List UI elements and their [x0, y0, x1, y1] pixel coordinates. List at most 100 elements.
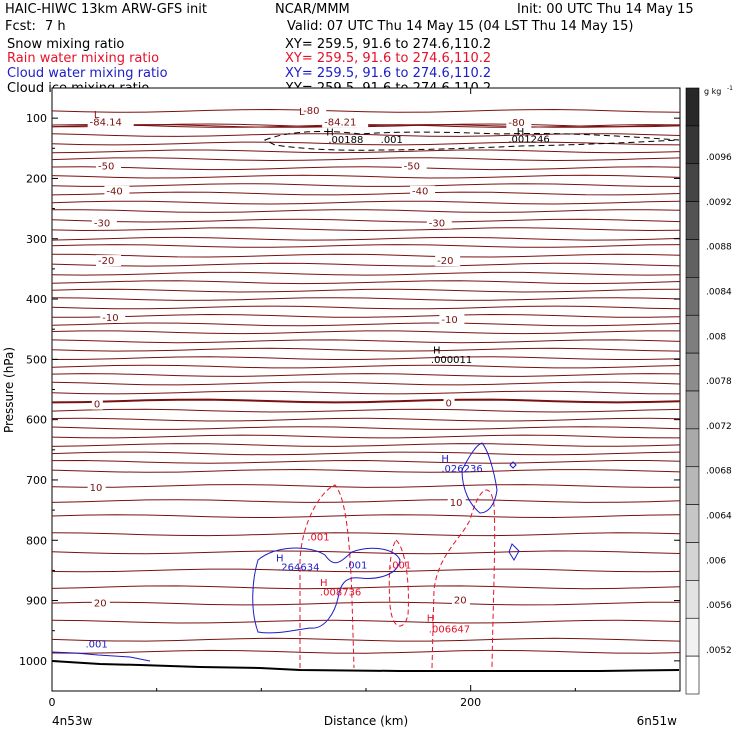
temperature-contour [51, 373, 681, 377]
x-end-label: 6n51w [637, 714, 678, 728]
temperature-label-bg [410, 185, 436, 197]
colorbar-segment [685, 390, 700, 430]
temperature-contour [51, 157, 681, 162]
contour-annotation: .001 [389, 561, 411, 572]
temperature-contour [51, 322, 681, 327]
colorbar-segment [685, 542, 700, 581]
cloud-contour-surface [51, 651, 151, 662]
temperature-label-bg [91, 217, 117, 229]
contour-annotation: H [517, 127, 525, 138]
temperature-contour [51, 601, 681, 606]
contour-annotation: H [441, 454, 449, 465]
temperature-contour [51, 390, 681, 395]
temperature-label: 20 [454, 596, 467, 607]
temperature-contour [51, 236, 681, 241]
temperature-contour [51, 532, 681, 537]
field-rain-name: Rain water mixing ratio [7, 51, 160, 66]
rain-contour-1 [299, 484, 355, 669]
contour-annotation: .026236 [441, 464, 482, 475]
colorbar-label: .0092 [706, 198, 732, 208]
terrain-surface [51, 660, 680, 672]
temperature-label-bg [426, 217, 452, 229]
temperature-contour [51, 451, 681, 456]
contour-annotation: H [433, 345, 441, 356]
temperature-label-bg [96, 160, 122, 172]
temperature-contour [51, 174, 681, 179]
contour-annotation: H [276, 553, 284, 564]
colorbar-label: .0072 [706, 422, 732, 432]
temperature-contour [51, 484, 681, 488]
temperature-contour [51, 443, 681, 447]
snow-contours [263, 131, 680, 151]
temperature-contour [51, 262, 681, 267]
colorbar-segment [685, 201, 700, 240]
colorbar-label: .0096 [706, 153, 732, 163]
contour-annotation: .001246 [508, 134, 549, 145]
cloud-contour-upper [461, 442, 498, 514]
y-tick-label: 600 [26, 414, 47, 427]
temperature-contour [51, 356, 681, 361]
colorbar-segment [685, 314, 700, 354]
x-tick-label: 0 [49, 696, 56, 709]
y-tick-label: 700 [26, 474, 47, 487]
colorbar-segment [685, 239, 700, 278]
cloud-contour-dot [509, 461, 517, 469]
temperature-contour [51, 499, 681, 503]
temperature-contour [51, 585, 681, 590]
field-rain-xy: XY= 259.5, 91.6 to 274.6,110.2 [285, 51, 492, 66]
colorbar-label: .0088 [706, 243, 732, 253]
colorbar-segment [685, 580, 700, 619]
cloud-contour-main [252, 547, 401, 634]
temperature-contour [51, 364, 681, 369]
temperature-label-bg [506, 116, 532, 128]
contour-annotation: .001 [85, 640, 107, 651]
colorbar-label: .0056 [706, 601, 732, 611]
colorbar-segment [685, 163, 700, 202]
temperature-contour [51, 191, 681, 196]
temperature-contour [51, 227, 681, 232]
temperature-label-bg [301, 104, 327, 116]
y-axis-label: Pressure (hPa) [2, 347, 16, 433]
temperature-contour [51, 305, 681, 310]
forecast-hour: 7 h [45, 19, 66, 34]
temperature-contour [51, 313, 681, 318]
colorbar-label: .0052 [706, 646, 732, 656]
temperature-label: -40 [106, 187, 122, 198]
temperature-contour [51, 141, 681, 146]
temperature-label: 0 [446, 398, 452, 409]
y-tick-label: 200 [26, 172, 47, 185]
temperature-label-bg [91, 597, 110, 609]
colorbar: g kg -1 .0096 .0092 .0088 .0084 .008 .0078 .0072… [685, 85, 733, 695]
temperature-contour [51, 339, 681, 344]
contour-annotation: .008736 [320, 588, 361, 599]
temperature-contour [51, 514, 681, 519]
contour-annotation: .001 [381, 135, 403, 146]
temperature-contour [51, 271, 681, 276]
temperature-contour [51, 253, 681, 258]
contour-annotation: .000011 [431, 355, 472, 366]
colorbar-segment [685, 352, 700, 392]
colorbar-label: .0084 [706, 287, 732, 297]
temperature-label: -20 [437, 256, 453, 267]
temperature-contour [51, 426, 681, 430]
temperature-contour [51, 459, 681, 464]
field-snow-name: Snow mixing ratio [7, 37, 125, 52]
temperature-label: -20 [98, 256, 114, 267]
temperature-contour [51, 108, 681, 113]
field-snow-xy: XY= 259.5, 91.6 to 274.6,110.2 [285, 37, 492, 52]
temperature-contour [51, 568, 681, 573]
temperature-label: 10 [450, 498, 463, 509]
colorbar-label: .0068 [706, 467, 732, 477]
temperature-label-bg [447, 496, 466, 508]
temperature-label: -80 [303, 106, 319, 117]
temperature-contour [51, 417, 681, 422]
temperature-label: 0 [94, 400, 100, 411]
temperature-contour [51, 550, 681, 555]
colorbar-segment [685, 277, 700, 316]
x-tick-label: 200 [460, 696, 481, 709]
contour-annotation: H [427, 614, 435, 625]
temperature-label-bg [87, 481, 106, 493]
colorbar-segment [685, 428, 700, 468]
temperature-label-bg [322, 116, 369, 128]
